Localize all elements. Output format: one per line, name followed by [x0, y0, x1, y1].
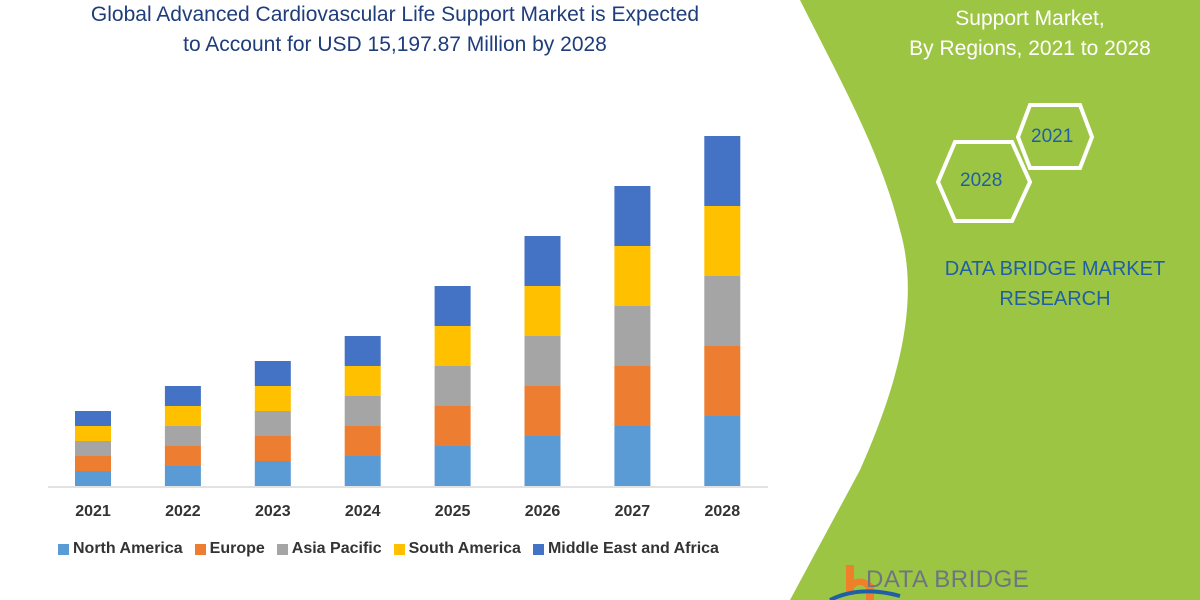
legend-item: South America: [393, 540, 521, 558]
x-tick-label: 2025: [434, 503, 471, 520]
legend-swatch: [532, 543, 544, 555]
hex-label-2028: 2028: [960, 170, 1003, 191]
logo-icon: [829, 565, 901, 600]
bar-2023-south-america: [254, 386, 291, 411]
x-tick-label: 2021: [75, 503, 111, 520]
chart-title: Global Advanced Cardiovascular Life Supp…: [40, 0, 750, 60]
bar-2023-middle-east-and-africa: [254, 361, 291, 386]
bar-2025-europe: [434, 406, 471, 446]
legend-label: Europe: [209, 540, 265, 557]
bar-2021-north-america: [75, 471, 111, 486]
bar-2022-middle-east-and-africa: [164, 386, 201, 406]
title-line-2: to Account for USD 15,197.87 Million by …: [183, 33, 607, 56]
bar-2022-north-america: [164, 466, 201, 486]
legend: North America Europe Asia Pacific South Ame…: [58, 540, 719, 558]
bar-2026-north-america: [524, 436, 561, 486]
legend-item: Middle East and Africa: [532, 540, 719, 558]
legend-label: Middle East and Africa: [547, 540, 719, 557]
x-tick-label: 2022: [165, 503, 201, 520]
bar-2021-south-america: [75, 426, 111, 441]
bar-2024-north-america: [344, 456, 381, 486]
bar-2023-asia-pacific: [254, 411, 291, 436]
legend-swatch: [58, 543, 69, 555]
bar-2024-middle-east-and-africa: [344, 336, 381, 366]
bar-2021-europe: [75, 456, 111, 471]
legend-swatch: [276, 543, 288, 555]
green-panel: [790, 0, 1200, 600]
side-title-line-1: Support Market,: [955, 7, 1105, 30]
bar-2027-south-america: [614, 246, 651, 306]
bar-2022-south-america: [164, 406, 201, 426]
legend-item: Europe: [194, 540, 265, 558]
brand-line-2: RESEARCH: [999, 288, 1111, 310]
side-title: Support Market, By Regions, 2021 to 2028: [860, 4, 1200, 64]
side-title-line-2: By Regions, 2021 to 2028: [909, 37, 1151, 60]
bar-2022-asia-pacific: [164, 426, 201, 446]
hex-label-2021: 2021: [1031, 126, 1074, 147]
bar-2026-europe: [524, 386, 561, 436]
bar-2026-asia-pacific: [524, 336, 561, 386]
bar-2024-asia-pacific: [344, 396, 381, 426]
hexagon-2021: [1015, 103, 1095, 170]
legend-label: North America: [73, 540, 183, 557]
bar-2023-europe: [254, 436, 291, 461]
bar-2027-north-america: [614, 426, 651, 486]
hexagon-2028: [935, 140, 1033, 223]
bar-2028-north-america: [704, 416, 741, 486]
x-tick-label: 2027: [614, 503, 651, 520]
bar-2025-asia-pacific: [434, 366, 471, 406]
title-line-1: Global Advanced Cardiovascular Life Supp…: [90, 3, 700, 26]
legend-label: South America: [408, 540, 521, 557]
legend-item: North America: [58, 540, 183, 558]
bar-2025-south-america: [434, 326, 471, 366]
legend-swatch: [194, 543, 206, 555]
bar-2021-asia-pacific: [75, 441, 111, 456]
legend-label: Asia Pacific: [291, 540, 382, 557]
bar-2024-europe: [344, 426, 381, 456]
bar-2023-north-america: [254, 461, 291, 486]
x-tick-label: 2028: [704, 503, 741, 520]
logo-text: DATA BRIDGE: [866, 566, 1030, 593]
bar-2028-middle-east-and-africa: [704, 136, 741, 206]
bar-2028-europe: [704, 346, 741, 416]
legend-swatch: [393, 543, 405, 555]
x-tick-label: 2026: [524, 503, 561, 520]
x-tick-label: 2023: [255, 503, 291, 520]
bar-2024-south-america: [344, 366, 381, 396]
brand-line-1: DATA BRIDGE MARKET: [944, 258, 1166, 280]
bar-2026-middle-east-and-africa: [524, 236, 561, 286]
legend-item: Asia Pacific: [276, 540, 382, 558]
bar-2027-europe: [614, 366, 651, 426]
bar-2021-middle-east-and-africa: [75, 411, 111, 426]
bar-2025-north-america: [434, 446, 471, 486]
bars: [75, 136, 741, 486]
bar-2026-south-america: [524, 286, 561, 336]
bar-2025-middle-east-and-africa: [434, 286, 471, 326]
bar-2028-asia-pacific: [704, 276, 741, 346]
x-tick-label: 2024: [344, 503, 381, 520]
bar-2027-middle-east-and-africa: [614, 186, 651, 246]
bar-2028-south-america: [704, 206, 741, 276]
bar-2022-europe: [164, 446, 201, 466]
bar-2027-asia-pacific: [614, 306, 651, 366]
brand-text: DATA BRIDGE MARKET RESEARCH: [920, 254, 1190, 314]
